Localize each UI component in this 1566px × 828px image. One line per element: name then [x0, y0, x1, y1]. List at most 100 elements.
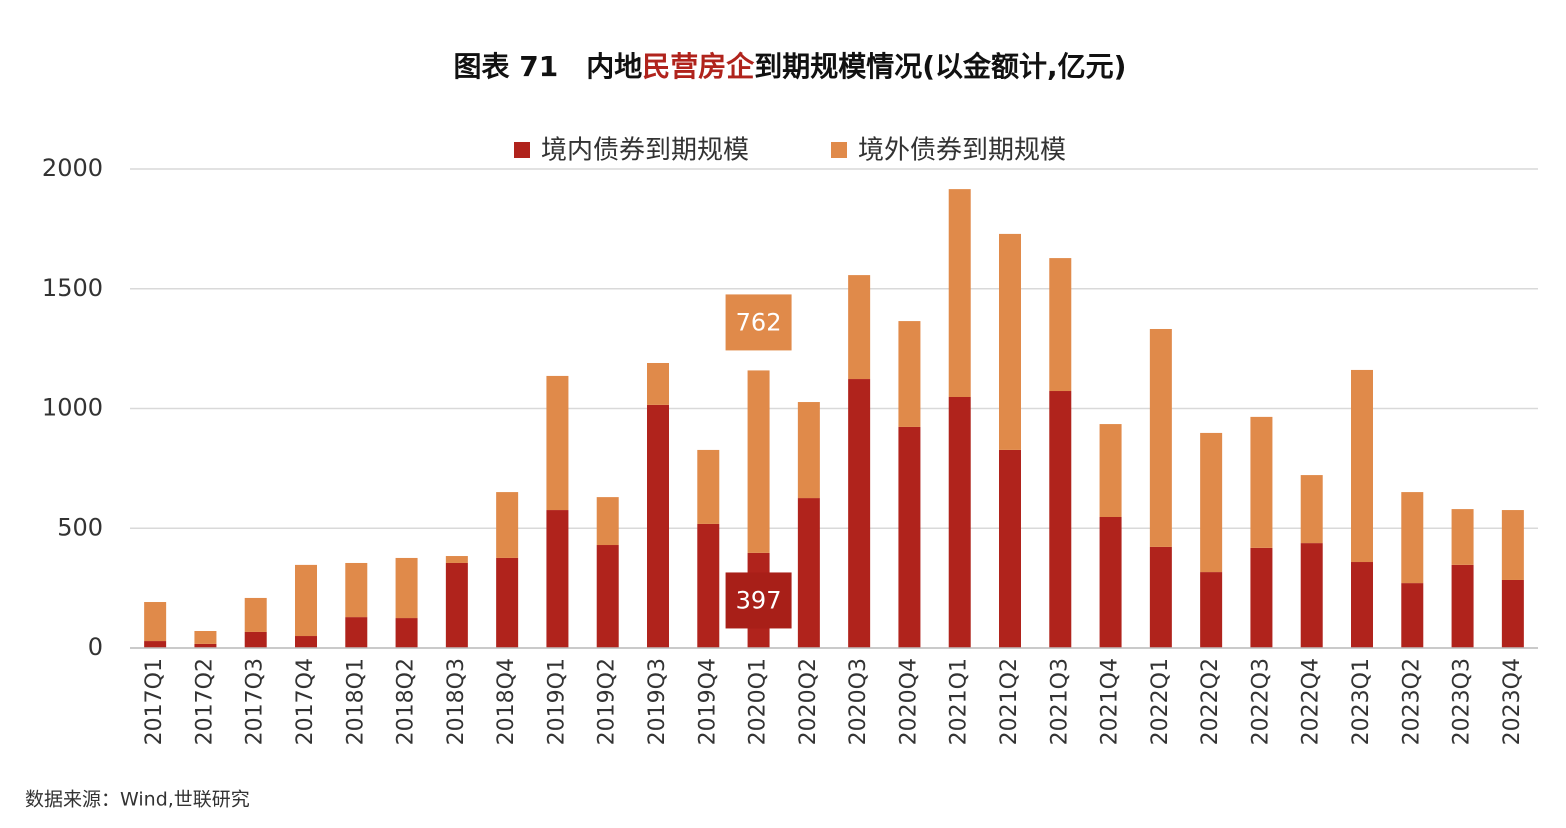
bar-segment: [797, 402, 820, 499]
x-tick-label: 2018Q1: [343, 658, 368, 745]
bar-segment: [496, 492, 519, 558]
x-tick-label: 2019Q2: [595, 658, 620, 745]
y-tick-label: 0: [88, 633, 103, 661]
bar-segment: [948, 189, 971, 398]
y-tick-label: 500: [57, 513, 103, 541]
x-tick-label: 2020Q2: [796, 658, 821, 745]
x-tick-label: 2020Q1: [746, 658, 771, 745]
x-tick-label: 2017Q4: [293, 658, 318, 745]
bar-segment: [898, 321, 921, 427]
bar-segment: [445, 556, 468, 563]
x-tick-label: 2021Q2: [997, 658, 1022, 745]
bar-segment: [647, 362, 669, 405]
bar-segment: [546, 510, 569, 648]
x-tick-label: 2021Q3: [1047, 658, 1072, 745]
bar-segment: [1250, 547, 1273, 648]
bar-segment: [244, 631, 267, 648]
x-tick-label: 2021Q4: [1098, 658, 1123, 745]
y-tick-label: 1000: [42, 394, 103, 422]
bar-segment: [1300, 475, 1323, 544]
bar-segment: [1451, 509, 1474, 565]
bar-segment: [1200, 572, 1223, 648]
x-tick-label: 2022Q3: [1248, 658, 1273, 745]
data-label-box: [725, 294, 792, 351]
bar-segment: [1049, 391, 1072, 648]
bar-segment: [1049, 258, 1072, 392]
title-segment: 图表 71 内地: [454, 50, 643, 83]
x-tick-label: 2023Q3: [1450, 658, 1475, 745]
bar-segment: [747, 370, 770, 553]
x-tick-label: 2022Q2: [1198, 658, 1223, 745]
bar-segment: [797, 498, 820, 648]
title-segment: 到期规模情况(以金额计,亿元): [754, 50, 1126, 83]
bar-segment: [848, 379, 871, 648]
x-tick-label: 2023Q4: [1500, 658, 1525, 745]
bar-segment: [144, 641, 167, 648]
bar-segment: [345, 617, 368, 648]
bar-segment: [1401, 492, 1424, 584]
x-tick-label: 2023Q2: [1399, 658, 1424, 745]
bar-segment: [496, 557, 519, 648]
bar-segment: [999, 233, 1021, 450]
bar-segment: [295, 564, 317, 637]
bar-segment: [1451, 564, 1474, 648]
x-tick-label: 2018Q2: [394, 658, 419, 745]
legend-label: 境外债券到期规模: [858, 136, 1066, 166]
data-label: 397: [736, 586, 782, 614]
data-label: 762: [736, 308, 782, 336]
bar-segment: [1149, 328, 1172, 547]
title-segment: 民营房企: [642, 50, 755, 83]
bar-segment: [445, 562, 468, 648]
x-tick-label: 2018Q3: [444, 658, 469, 745]
bar-segment: [647, 404, 669, 648]
bar-segment: [244, 597, 267, 632]
bar-segment: [1351, 369, 1373, 563]
x-tick-label: 2019Q4: [695, 658, 720, 745]
bar-segment: [345, 562, 368, 618]
bar-segment: [1401, 583, 1424, 648]
bar-segment: [194, 643, 217, 648]
bar-segment: [596, 545, 619, 648]
bar-segment: [948, 397, 971, 648]
data-label-box: [725, 572, 792, 629]
bar-segment: [1099, 516, 1122, 648]
x-tick-label: 2020Q4: [896, 658, 921, 745]
bar-segment: [697, 449, 720, 524]
bar-segment: [999, 449, 1021, 648]
bar-segment: [1149, 546, 1172, 648]
bar-segment: [194, 630, 217, 644]
bar-segment: [697, 523, 720, 648]
bar-segment: [1501, 579, 1524, 648]
y-tick-label: 2000: [42, 154, 103, 182]
x-tick-label: 2022Q1: [1148, 658, 1173, 745]
x-tick-label: 2017Q1: [142, 658, 167, 745]
x-tick-label: 2019Q3: [645, 658, 670, 745]
bar-segment: [546, 375, 569, 511]
bar-segment: [1200, 432, 1223, 573]
bar-segment: [596, 497, 619, 546]
x-tick-label: 2022Q4: [1299, 658, 1324, 745]
legend-swatch: [831, 142, 847, 158]
source-note: 数据来源：Wind,世联研究: [25, 789, 250, 811]
chart-title: 图表 71 内地民营房企到期规模情况(以金额计,亿元): [454, 50, 1127, 83]
legend-swatch: [514, 142, 530, 158]
bar-segment: [395, 618, 418, 648]
x-tick-label: 2023Q1: [1349, 658, 1374, 745]
x-tick-label: 2017Q3: [243, 658, 268, 745]
x-tick-label: 2017Q2: [192, 658, 217, 745]
x-tick-label: 2018Q4: [494, 658, 519, 745]
bar-segment: [1351, 562, 1373, 648]
y-tick-label: 1500: [42, 274, 103, 302]
x-tick-label: 2020Q3: [846, 658, 871, 745]
x-tick-label: 2021Q1: [947, 658, 972, 745]
bar-segment: [144, 602, 167, 642]
x-tick-label: 2019Q1: [544, 658, 569, 745]
bar-segment: [1250, 416, 1273, 548]
bar-segment: [1300, 543, 1323, 648]
legend-label: 境内债券到期规模: [541, 136, 749, 166]
bar-segment: [898, 426, 921, 648]
bar-segment: [295, 636, 317, 648]
bar-segment: [1099, 424, 1122, 517]
bar-segment: [395, 557, 418, 619]
